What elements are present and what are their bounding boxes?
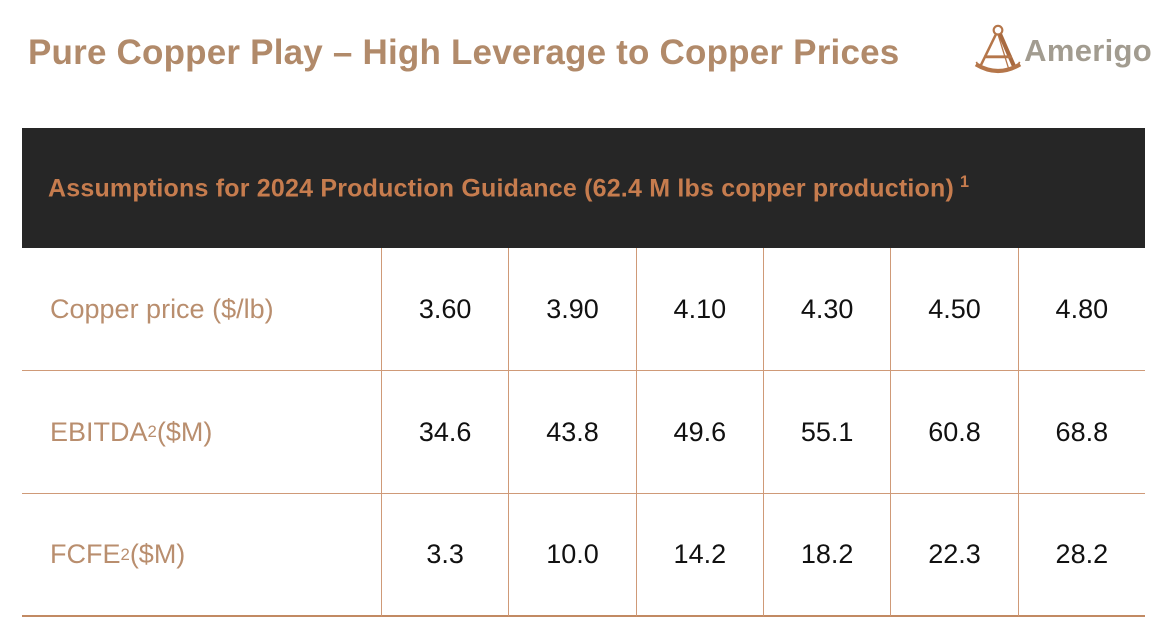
fcfe-value-4: 18.2 <box>763 494 891 617</box>
row-label-copper-price: Copper price ($/lb) <box>22 248 381 371</box>
row-label-text: EBITDA <box>50 416 148 447</box>
ebitda-value-1: 34.6 <box>381 371 509 494</box>
banner-label: Assumptions for 2024 Production Guidance… <box>48 174 954 203</box>
ebitda-value-3: 49.6 <box>635 371 763 494</box>
fcfe-value-6: 28.2 <box>1017 494 1145 617</box>
ebitda-value-5: 60.8 <box>890 371 1018 494</box>
assumptions-banner: Assumptions for 2024 Production Guidance… <box>22 128 1145 248</box>
sextant-icon <box>974 24 1022 74</box>
copper-price-value-6: 4.80 <box>1017 248 1145 371</box>
banner-footnote-marker: 1 <box>960 172 970 191</box>
amerigo-logo: Amerigo <box>973 22 1152 80</box>
assumptions-banner-text: Assumptions for 2024 Production Guidance… <box>48 173 969 203</box>
ebitda-value-2: 43.8 <box>508 371 636 494</box>
fcfe-value-2: 10.0 <box>508 494 636 617</box>
fcfe-value-3: 14.2 <box>635 494 763 617</box>
copper-price-value-2: 3.90 <box>508 248 636 371</box>
row-label-text: Copper price ($/lb) <box>50 293 274 324</box>
logo-brand-text: Amerigo <box>1024 33 1152 68</box>
fcfe-value-5: 22.3 <box>890 494 1018 617</box>
row-label-text: FCFE <box>50 539 121 569</box>
row-label-suffix: ($M) <box>156 416 213 447</box>
ebitda-value-6: 68.8 <box>1017 371 1145 494</box>
copper-price-value-4: 4.30 <box>763 248 891 371</box>
copper-price-value-1: 3.60 <box>381 248 509 371</box>
copper-price-value-5: 4.50 <box>890 248 1018 371</box>
copper-price-value-3: 4.10 <box>635 248 763 371</box>
row-label-fcfe: FCFE 2 ($M) <box>22 494 381 617</box>
fcfe-value-1: 3.3 <box>381 494 509 617</box>
page-title: Pure Copper Play – High Leverage to Copp… <box>28 33 900 73</box>
row-label-suffix: ($M) <box>129 539 186 569</box>
row-label-ebitda: EBITDA 2 ($M) <box>22 371 381 494</box>
ebitda-value-4: 55.1 <box>763 371 891 494</box>
copper-sensitivity-table: Copper price ($/lb) 3.60 3.90 4.10 4.30 … <box>22 248 1145 617</box>
